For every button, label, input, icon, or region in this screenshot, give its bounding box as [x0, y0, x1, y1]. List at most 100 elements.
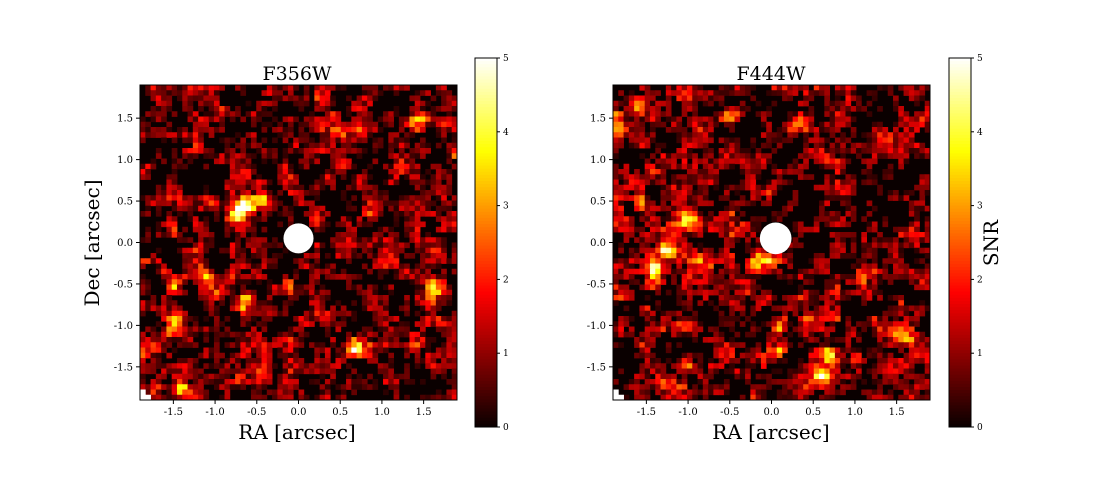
heatmap-cell — [393, 242, 400, 249]
heatmap-cell — [676, 95, 683, 102]
heatmap-cell — [639, 190, 646, 196]
heatmap-corner-cell — [140, 394, 146, 401]
heatmap-cell — [713, 326, 720, 333]
heatmap-cell — [644, 379, 651, 385]
heatmap-cell — [388, 169, 394, 175]
heatmap-cell — [235, 242, 241, 249]
heatmap-cell — [829, 358, 836, 364]
heatmap-cell — [383, 363, 389, 369]
y-tick-label: -0.5 — [114, 279, 133, 290]
heatmap-cell — [755, 184, 762, 191]
heatmap-cell — [277, 331, 284, 338]
heatmap-cell — [351, 284, 358, 291]
heatmap-cell — [140, 368, 146, 375]
heatmap-cell — [914, 352, 920, 359]
heatmap-cell — [404, 85, 410, 91]
heatmap-cell — [824, 127, 831, 133]
heatmap-cell — [871, 316, 878, 322]
heatmap-cell — [924, 190, 931, 196]
heatmap-cell — [303, 363, 310, 369]
heatmap-cell — [404, 200, 410, 207]
heatmap-cell — [303, 132, 310, 138]
heatmap-cell — [404, 347, 410, 354]
heatmap-cell — [824, 268, 831, 275]
colorbar-step — [475, 125, 497, 130]
heatmap-cell — [702, 116, 709, 123]
colorbar-step — [949, 134, 971, 139]
colorbar-tick-label: 4 — [977, 128, 983, 138]
heatmap-cell — [335, 253, 342, 259]
heatmap-cell — [824, 347, 831, 354]
heatmap-cell — [734, 106, 741, 112]
heatmap-cell — [729, 295, 735, 301]
heatmap-cell — [198, 253, 204, 259]
heatmap-cell — [404, 352, 410, 359]
colorbar-gradient-f444w — [949, 58, 971, 428]
heatmap-cell — [340, 127, 347, 133]
heatmap-cell — [166, 352, 173, 359]
heatmap-cell — [729, 90, 735, 96]
colorbar-step — [475, 153, 497, 157]
heatmap-cell — [850, 184, 857, 191]
heatmap-cell — [176, 205, 183, 212]
heatmap-cell — [829, 190, 836, 196]
heatmap-cell — [634, 337, 640, 343]
heatmap-cell — [649, 352, 656, 359]
heatmap-cell — [613, 116, 619, 123]
heatmap-cell — [208, 232, 215, 238]
heatmap-cell — [893, 295, 899, 301]
colorbar-step — [949, 125, 971, 130]
heatmap-cell — [908, 85, 915, 91]
heatmap-cell — [834, 232, 841, 238]
heatmap-corner-cell — [618, 394, 624, 401]
heatmap-cell — [155, 111, 162, 117]
heatmap-cell — [155, 153, 162, 159]
heatmap-cell — [166, 331, 173, 338]
heatmap-cell — [660, 195, 667, 201]
heatmap-cell — [161, 263, 167, 270]
heatmap-cell — [840, 253, 846, 259]
colorbar-step — [949, 190, 971, 194]
heatmap-cell — [224, 247, 231, 254]
heatmap-cell — [187, 106, 194, 112]
colorbar-step — [475, 131, 497, 136]
heatmap-cell — [314, 190, 321, 196]
heatmap-cell — [871, 179, 878, 186]
heatmap-cell — [708, 368, 714, 375]
heatmap-cell — [808, 111, 815, 117]
heatmap-cell — [813, 352, 820, 359]
heatmap-cell — [145, 132, 151, 138]
heatmap-cell — [787, 300, 794, 306]
heatmap-cell — [414, 111, 421, 117]
heatmap-cell — [182, 200, 188, 207]
heatmap-cell — [681, 190, 688, 196]
heatmap-cell — [845, 347, 852, 354]
heatmap-cell — [702, 169, 709, 175]
heatmap-cell — [914, 232, 920, 238]
heatmap-cell — [171, 190, 178, 196]
heatmap-cell — [845, 179, 852, 186]
heatmap-cell — [224, 326, 231, 333]
heatmap-cell — [340, 352, 347, 359]
heatmap-cell — [203, 232, 210, 238]
heatmap-cell — [919, 121, 926, 128]
heatmap-cell — [628, 111, 635, 117]
heatmap-cell — [319, 289, 326, 296]
heatmap-cell — [829, 179, 836, 186]
heatmap-cell — [856, 142, 862, 149]
heatmap-cell — [155, 95, 162, 102]
heatmap-cell — [718, 153, 725, 159]
heatmap-cell — [240, 137, 247, 144]
heatmap-cell — [692, 179, 698, 186]
heatmap-cell — [623, 116, 630, 123]
heatmap-cell — [834, 100, 841, 107]
heatmap-cell — [404, 263, 410, 270]
heatmap-cell — [898, 148, 904, 154]
colorbar-step — [949, 116, 971, 120]
heatmap-cell — [435, 316, 442, 322]
heatmap-cell — [882, 148, 889, 154]
heatmap-cell — [840, 153, 846, 159]
heatmap-cell — [235, 205, 241, 212]
heatmap-cell — [919, 394, 926, 401]
heatmap-cell — [266, 195, 273, 201]
